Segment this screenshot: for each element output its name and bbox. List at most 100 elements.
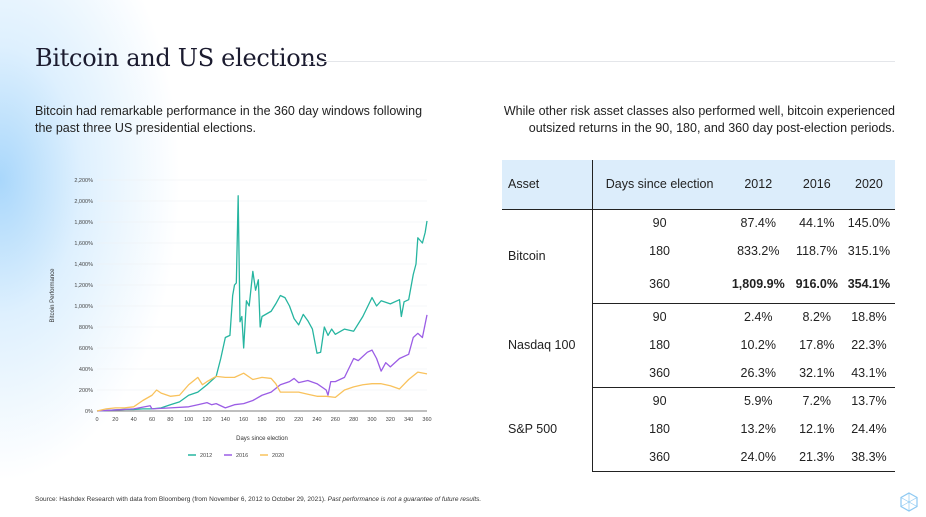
x-tick-label: 40 [131,417,137,423]
x-tick-label: 20 [112,417,118,423]
x-tick-label: 0 [95,417,98,423]
y-tick-label: 200% [79,388,93,394]
days-cell: 360 [592,265,726,304]
days-cell: 180 [649,244,670,258]
return-cell: 8.2% [802,310,832,325]
column-header: 2012 [725,160,791,210]
x-tick-label: 320 [386,417,395,423]
returns-table: Asset Days since election 2012 2016 2020 Bitc… [502,160,895,472]
y-tick-label: 1,000% [74,304,93,310]
x-tick-label: 240 [312,417,321,423]
x-tick-label: 100 [184,417,193,423]
return-cell: 2.4% [744,310,773,325]
x-tick-label: 220 [294,417,303,423]
legend-label: 2020 [272,453,284,459]
table-row: Bitcoin 90 87.4% 44.1% 145.0% [502,209,895,303]
table-row: 360 24.0% 21.3% 38.3% [502,443,895,472]
asset-name: S&P 500 [502,387,594,471]
table-row: Nasdaq 100 90 2.4% 8.2% 18.8% [502,303,895,387]
return-cell: 18.8% [851,310,887,325]
return-cell: 118.7% [796,244,838,258]
return-cell: 12.1% [799,422,835,436]
y-tick-label: 400% [79,367,93,373]
table-header-row: Asset Days since election 2012 2016 2020 [502,160,895,210]
return-cell: 38.3% [842,443,895,472]
return-cell: 24.4% [851,422,887,436]
return-cell: 24.0% [725,443,791,472]
x-axis-label: Days since election [236,436,288,442]
x-tick-label: 200 [276,417,285,423]
x-tick-label: 160 [239,417,248,423]
return-cell: 17.8% [799,338,835,352]
legend-label: 2012 [200,453,212,459]
return-cell: 916.0% [790,265,843,304]
return-cell: 354.1% [842,265,895,304]
x-tick-label: 120 [202,417,211,423]
disclaimer-text: Past performance is not a guarantee of f… [327,496,482,503]
x-tick-label: 180 [257,417,266,423]
table-row: 360 1,809.9% 916.0% 354.1% [502,265,895,304]
table-row: 180 833.2% 118.7% 315.1% [502,237,895,265]
y-tick-label: 1,800% [74,220,93,226]
x-tick-label: 80 [167,417,173,423]
days-cell: 90 [652,310,667,325]
return-cell: 833.2% [737,244,780,258]
table-row: S&P 500 90 5.9% 7.2% 13.7% [502,387,895,471]
x-tick-label: 60 [149,417,155,423]
column-header: 2016 [790,160,843,210]
return-cell: 10.2% [740,338,776,352]
asset-name: Bitcoin [502,209,594,303]
return-cell: 13.2% [740,422,776,436]
y-tick-label: 1,600% [74,241,93,247]
x-tick-label: 140 [221,417,230,423]
table-row: 360 26.3% 32.1% 43.1% [502,359,895,388]
left-description: Bitcoin had remarkable performance in th… [35,104,423,135]
source-text: Source: Hashdex Research with data from … [35,496,326,503]
days-cell: 180 [649,422,670,436]
column-header: 2020 [842,160,895,210]
source-note: Source: Hashdex Research with data from … [35,496,481,503]
days-cell: 180 [649,338,670,352]
return-cell: 22.3% [851,338,887,352]
y-tick-label: 800% [79,325,93,331]
return-cell: 43.1% [842,359,895,388]
series-line-2020 [96,371,428,412]
days-cell: 90 [652,216,667,231]
return-cell: 5.9% [744,394,773,409]
return-cell: 44.1% [799,216,835,231]
series-line-2012 [96,195,428,412]
legend-label: 2016 [236,453,248,459]
return-cell: 87.4% [740,216,776,231]
x-tick-label: 280 [349,417,358,423]
days-cell: 360 [592,359,726,388]
return-cell: 26.3% [725,359,791,388]
table-row: 180 10.2% 17.8% 22.3% [502,331,895,359]
bitcoin-performance-chart: 0% 200% 400% 600% 800% 1,000% 1,200% 1,400% 1,60… [50,178,432,459]
asset-name: Nasdaq 100 [502,303,594,387]
table-row: 180 13.2% 12.1% 24.4% [502,415,895,443]
return-cell: 315.1% [847,244,891,258]
y-tick-label: 0% [85,409,93,415]
y-tick-label: 2,200% [74,178,93,184]
x-tick-label: 260 [331,417,340,423]
return-cell: 32.1% [790,359,843,388]
days-cell: 360 [592,443,726,472]
y-tick-label: 1,400% [74,262,93,268]
days-cell: 90 [652,394,667,409]
right-description: While other risk asset classes also perf… [503,104,895,135]
column-header: Days since election [592,160,726,210]
return-cell: 145.0% [847,216,891,231]
x-tick-label: 360 [422,417,431,423]
x-tick-label: 300 [367,417,376,423]
y-axis-label: Bitcoin Performance [50,268,56,323]
return-cell: 13.7% [851,394,887,409]
return-cell: 1,809.9% [725,265,791,304]
column-header: Asset [502,160,594,210]
return-cell: 7.2% [802,394,832,409]
page-title: Bitcoin and US elections [35,44,328,72]
y-tick-label: 1,200% [74,283,93,289]
y-tick-label: 2,000% [74,199,93,205]
title-divider [305,61,895,62]
y-tick-label: 600% [79,346,93,352]
